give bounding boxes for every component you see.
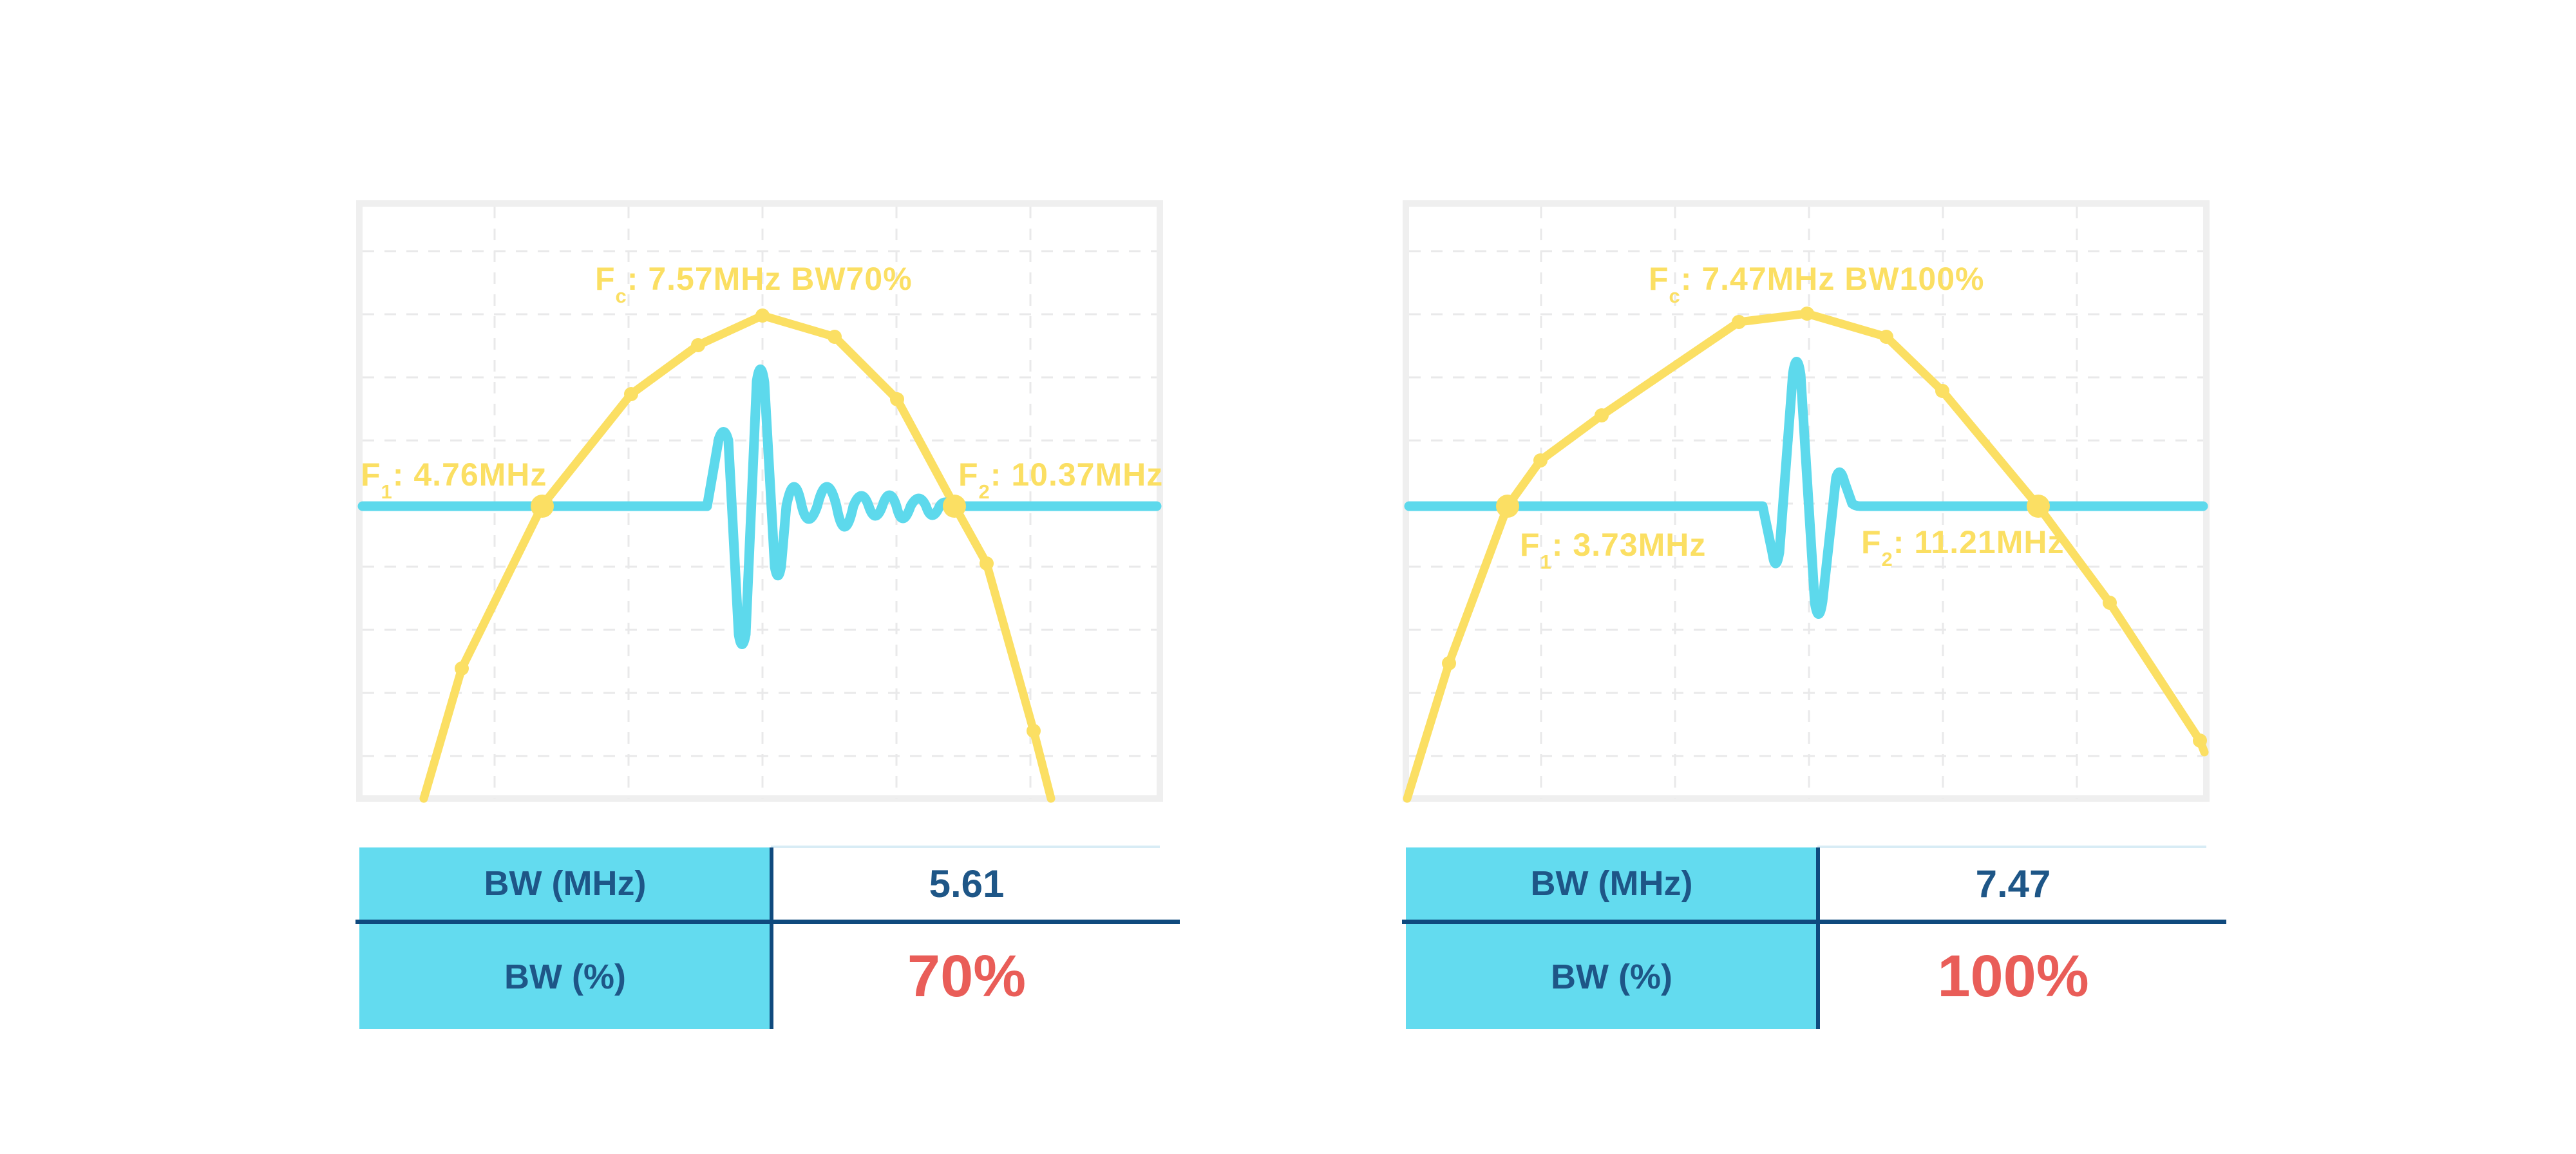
right-f2-annotation: F2: 11.21MHz — [1861, 524, 2065, 570]
left-peak-annotation: Fc: 7.57MHz BW70% — [595, 261, 913, 307]
pulse-waveform — [357, 364, 1162, 649]
annotation-text: : 3.73MHz — [1551, 527, 1707, 563]
table-row-divider — [1402, 920, 2226, 924]
left-f1-annotation: F1: 4.76MHz — [361, 457, 547, 502]
left-chart — [356, 200, 1163, 803]
right-peak-annotation: Fc: 7.47MHz BW100% — [1649, 261, 1985, 307]
bw-percent-label: BW (%) — [1551, 957, 1672, 996]
marker-dot — [1442, 656, 1456, 670]
spectrum-markers — [455, 308, 1041, 738]
table-header-column — [1406, 847, 1817, 1029]
right-chart — [1403, 200, 2210, 803]
marker-dot — [1732, 315, 1746, 329]
marker-dot-f2 — [2027, 495, 2050, 518]
table-column-divider — [1816, 847, 1820, 1029]
left-f2-annotation: F2: 10.37MHz — [958, 457, 1164, 502]
table-top-rule — [1817, 846, 2206, 848]
table-header-column — [359, 847, 771, 1029]
spectrum-markers — [1442, 307, 2207, 748]
f-subscript: 2 — [978, 480, 990, 504]
left-bw-table: BW (MHz) 5.61 BW (%) 70% — [355, 846, 1182, 1029]
annotation-text: : 7.47MHz BW100% — [1680, 261, 1985, 297]
annotation-text: : 7.57MHz BW70% — [627, 261, 913, 297]
marker-dot — [890, 392, 904, 406]
marker-dot-f2 — [943, 495, 966, 518]
table-column-divider — [770, 847, 773, 1029]
f-symbol: F — [1861, 524, 1882, 560]
marker-dot — [1595, 408, 1609, 422]
table-row-divider — [355, 920, 1180, 924]
marker-dot — [1935, 384, 1949, 398]
bw-mhz-value: 7.47 — [1975, 862, 2051, 905]
bw-mhz-label: BW (MHz) — [484, 864, 647, 903]
bw-percent-value: 70% — [907, 943, 1027, 1009]
marker-dot — [691, 338, 705, 352]
marker-dot — [1879, 330, 1893, 344]
f-subscript: c — [1669, 285, 1681, 308]
f-subscript: c — [615, 285, 627, 308]
marker-dot — [1027, 724, 1041, 738]
bw-percent-value: 100% — [1937, 943, 2089, 1009]
right-bw-table: BW (MHz) 7.47 BW (%) 100% — [1402, 846, 2229, 1029]
marker-dot — [2103, 596, 2117, 610]
annotation-text: : 10.37MHz — [990, 457, 1164, 493]
marker-dot — [980, 556, 994, 571]
marker-dot-f1 — [1496, 495, 1519, 518]
marker-dot — [624, 387, 638, 401]
f-symbol: F — [958, 457, 979, 493]
bw-percent-label: BW (%) — [504, 957, 626, 996]
marker-dot — [455, 661, 469, 676]
f-symbol: F — [361, 457, 381, 493]
marker-dot-end — [2193, 733, 2207, 748]
f-symbol: F — [1520, 527, 1540, 563]
right-f1-annotation: F1: 3.73MHz — [1520, 527, 1707, 572]
marker-dot — [828, 330, 842, 344]
marker-dot — [1533, 453, 1548, 468]
f-symbol: F — [1649, 261, 1669, 297]
f-subscript: 1 — [1540, 551, 1552, 574]
pulse-waveform — [1404, 357, 2208, 619]
f-symbol: F — [595, 261, 616, 297]
bw-mhz-label: BW (MHz) — [1530, 864, 1693, 903]
marker-dot-peak — [1800, 307, 1814, 321]
spectrum-curve — [419, 311, 1056, 803]
annotation-text: : 4.76MHz — [392, 457, 547, 493]
f-subscript: 1 — [381, 480, 393, 504]
annotation-text: : 11.21MHz — [1893, 524, 2065, 560]
table-top-rule — [771, 846, 1160, 848]
bw-mhz-value: 5.61 — [929, 862, 1005, 905]
marker-dot-peak — [755, 308, 770, 323]
marker-dot-f1 — [531, 495, 554, 518]
f-subscript: 2 — [1881, 548, 1893, 571]
